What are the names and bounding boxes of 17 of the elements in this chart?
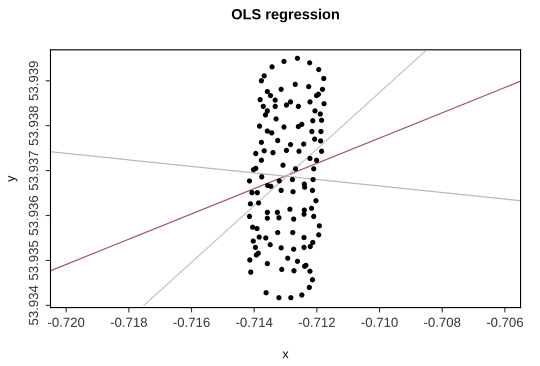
y-tick-label: 53.935 [28, 240, 38, 280]
chart-title: OLS regression [232, 8, 339, 22]
y-tick-label: 53.938 [28, 106, 38, 146]
x-tick-label: -0.712 [298, 318, 335, 327]
x-tick-label: -0.716 [173, 318, 210, 327]
x-tick-label: -0.720 [48, 318, 84, 327]
y-tick-label: 53.934 [28, 286, 38, 325]
x-tick-label: -0.710 [361, 318, 398, 327]
x-tick-label: -0.706 [486, 318, 524, 327]
y-tick-label: 53.936 [28, 196, 38, 236]
x-tick-label: -0.714 [236, 318, 273, 327]
y-axis-title: y [8, 176, 18, 182]
x-axis-title: x [282, 352, 289, 358]
y-tick-label: 53.937 [28, 151, 38, 190]
y-tick-label: 53.939 [28, 61, 38, 100]
x-tick-label: -0.718 [110, 318, 147, 327]
x-tick-label: -0.708 [424, 318, 460, 327]
